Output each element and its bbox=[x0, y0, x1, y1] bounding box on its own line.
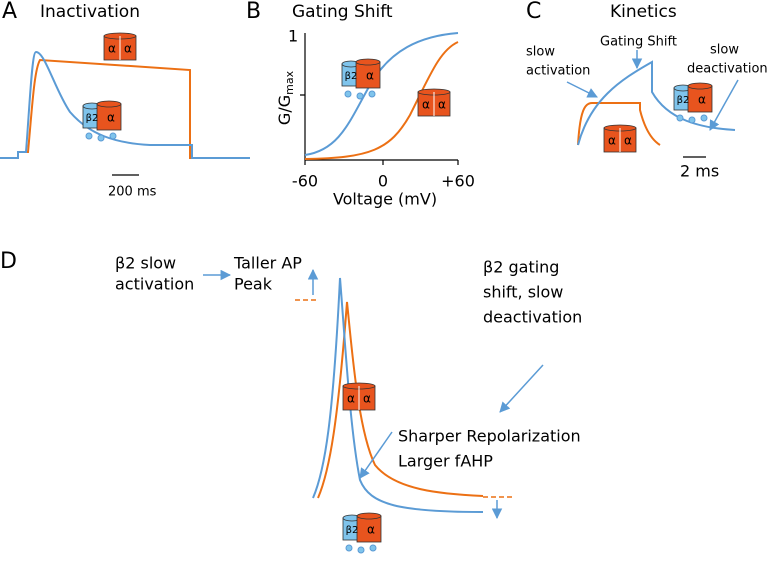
x-tick: -60 bbox=[292, 172, 318, 191]
icon-label: α bbox=[438, 98, 446, 112]
channel-icons: α αβ2 αβ2 αα α β2 αα αα αβ2 α bbox=[82, 32, 713, 554]
icon-bead bbox=[356, 92, 364, 100]
icon-label: α bbox=[124, 42, 132, 56]
icon-bead bbox=[345, 544, 353, 552]
icon-bead bbox=[368, 90, 376, 98]
icon-label: α bbox=[624, 134, 632, 148]
label: slow bbox=[526, 45, 555, 60]
cylinder-body bbox=[356, 515, 382, 543]
label: Larger fAHP bbox=[398, 452, 493, 471]
icon-bead bbox=[85, 132, 93, 140]
label: activation bbox=[526, 64, 590, 79]
channel-beta: β2 α bbox=[82, 100, 122, 142]
trace-beta bbox=[577, 60, 736, 146]
icon-label: α bbox=[107, 111, 115, 125]
icon-label: α bbox=[347, 392, 355, 406]
label: Peak bbox=[234, 275, 273, 294]
label: β2 gating bbox=[483, 258, 559, 277]
panel-title: Kinetics bbox=[610, 2, 677, 22]
icon-bead bbox=[700, 114, 708, 122]
axes bbox=[300, 33, 459, 165]
cylinder-body bbox=[355, 61, 381, 89]
icon-label: α bbox=[108, 42, 116, 56]
panel-title: Gating Shift bbox=[292, 2, 393, 22]
trace-alpha bbox=[577, 102, 661, 146]
arrow bbox=[499, 364, 544, 413]
cylinder-top bbox=[355, 58, 381, 66]
y-label-main: G/G bbox=[275, 95, 294, 125]
panel-letter: B bbox=[246, 0, 261, 24]
curve-alpha bbox=[304, 41, 459, 160]
channel-beta: β2 α bbox=[673, 82, 713, 124]
icon-bead bbox=[109, 132, 117, 140]
trace-beta bbox=[0, 50, 250, 159]
label: activation bbox=[115, 275, 194, 294]
channel-beta: β2 α bbox=[342, 512, 382, 554]
cylinder-top bbox=[356, 512, 382, 520]
label: deactivation bbox=[687, 62, 768, 77]
icon-label: α bbox=[363, 392, 371, 406]
icon-bead bbox=[688, 116, 696, 124]
label: Gating Shift bbox=[600, 35, 677, 50]
panel-title: Inactivation bbox=[40, 2, 140, 22]
icon-label: β2 bbox=[86, 113, 99, 124]
label: Taller AP bbox=[233, 254, 302, 273]
icon-bead bbox=[344, 90, 352, 98]
y-label-sub: max bbox=[283, 70, 296, 94]
ap-alpha bbox=[317, 301, 484, 499]
label: shift, slow bbox=[483, 283, 563, 302]
icon-label: β2 bbox=[345, 71, 358, 82]
cylinder-body bbox=[96, 103, 122, 131]
icon-bead bbox=[676, 114, 684, 122]
icon-label: β2 bbox=[677, 95, 690, 106]
ap-beta bbox=[312, 277, 484, 513]
scale-label: 200 ms bbox=[108, 185, 157, 200]
cylinder-body bbox=[687, 85, 713, 113]
icon-label: α bbox=[698, 93, 706, 107]
label: β2 slow bbox=[115, 254, 176, 273]
icon-label: β2 bbox=[346, 525, 359, 536]
icon-label: α bbox=[366, 69, 374, 83]
scale-label: 2 ms bbox=[680, 162, 719, 181]
x-tick: +60 bbox=[441, 172, 475, 191]
x-label: Voltage (mV) bbox=[333, 190, 437, 209]
cylinder-top bbox=[96, 100, 122, 108]
y-top: 1 bbox=[288, 27, 298, 46]
y-label: G/Gmax bbox=[275, 70, 297, 125]
label: Sharper Repolarization bbox=[398, 427, 581, 446]
icon-bead bbox=[97, 134, 105, 142]
arrow bbox=[359, 431, 393, 479]
icon-bead bbox=[369, 544, 377, 552]
icon-label: α bbox=[608, 134, 616, 148]
channel-beta: β2 α bbox=[341, 58, 381, 100]
icon-bead bbox=[357, 546, 365, 554]
icon-label: α bbox=[367, 523, 375, 537]
label: slow bbox=[710, 43, 739, 58]
panel-letter: A bbox=[2, 0, 17, 24]
trace-alpha bbox=[0, 58, 250, 159]
panel-letter: C bbox=[526, 0, 541, 24]
cylinder-top bbox=[687, 82, 713, 90]
icon-label: α bbox=[422, 98, 430, 112]
arrow bbox=[709, 79, 739, 131]
arrow bbox=[566, 81, 598, 98]
panel-letter: D bbox=[0, 249, 17, 274]
x-tick: 0 bbox=[378, 172, 388, 191]
label: deactivation bbox=[483, 308, 582, 327]
